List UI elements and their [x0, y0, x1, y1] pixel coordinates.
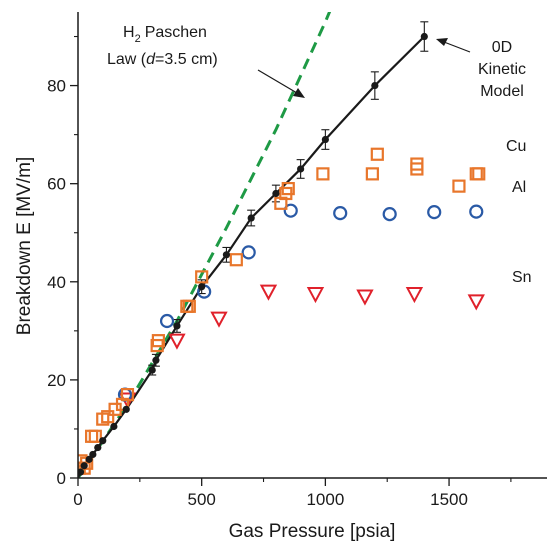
- al-label: Al: [512, 179, 526, 196]
- model-point: [78, 468, 85, 476]
- model-point: [321, 135, 329, 144]
- model-label-line1: 0D: [492, 39, 512, 56]
- model-point: [99, 437, 107, 445]
- sn-point: [467, 294, 485, 311]
- x-axis-title: Gas Pressure [psia]: [229, 521, 396, 542]
- al-point: [241, 245, 256, 260]
- model-point: [80, 462, 88, 470]
- sn-point: [356, 289, 374, 306]
- sn-point: [259, 284, 278, 301]
- model-point: [122, 405, 130, 413]
- paschen-label-line1: H2 Paschen: [123, 24, 207, 45]
- axes: 0 500 1000 1500 0 20 40 60 80: [47, 12, 547, 509]
- model-label-line3: Model: [480, 83, 524, 100]
- y-tick-label-60: 60: [47, 175, 66, 194]
- cu-point: [85, 429, 99, 443]
- model-point: [152, 356, 160, 364]
- model-point: [272, 189, 280, 198]
- cu-label: Cu: [506, 138, 526, 155]
- model-point: [173, 322, 181, 330]
- y-tick-label-80: 80: [47, 77, 66, 96]
- cu-point: [472, 167, 486, 181]
- cu-point: [365, 167, 379, 181]
- cu-point: [88, 429, 102, 443]
- cu-point: [316, 167, 330, 181]
- cu-point: [281, 181, 295, 196]
- paschen-label-line2: Law (d=3.5 cm): [107, 51, 218, 68]
- paschen-arrow: [257, 69, 305, 98]
- cu-point: [151, 334, 165, 348]
- model-point: [371, 81, 379, 90]
- sn-point: [210, 311, 228, 328]
- y-tick-label-0: 0: [57, 469, 66, 488]
- al-point: [333, 206, 348, 221]
- al-point: [427, 205, 442, 220]
- sn-point: [306, 287, 325, 304]
- x-tick-label-1000: 1000: [306, 490, 344, 509]
- model-point: [198, 283, 206, 291]
- sn-point: [405, 287, 424, 304]
- cu-point: [410, 157, 424, 171]
- cu-point: [195, 270, 209, 284]
- model-arrow: [436, 38, 471, 53]
- y-tick-label-40: 40: [47, 273, 66, 292]
- model-point: [148, 366, 156, 374]
- y-tick-label-20: 20: [47, 371, 66, 390]
- y-axis-title: Breakdown E [MV/m]: [14, 157, 35, 335]
- model-label-line2: Kinetic: [478, 61, 526, 78]
- al-point: [382, 206, 397, 222]
- model-point: [110, 422, 118, 431]
- cu-point: [101, 410, 115, 424]
- sn-point: [168, 333, 186, 350]
- model-point: [85, 455, 93, 463]
- x-tick-label-0: 0: [73, 490, 82, 509]
- cu-point: [370, 147, 384, 161]
- x-tick-label-500: 500: [187, 490, 215, 509]
- model-point: [247, 214, 255, 222]
- plot-clip-group: [78, 12, 486, 478]
- cu-point: [452, 179, 466, 193]
- cu-point: [229, 253, 243, 267]
- sn-label: Sn: [512, 269, 532, 286]
- paschen-label: H2 Paschen Law (d=3.5 cm): [107, 24, 218, 68]
- model-point: [222, 251, 231, 259]
- al-point: [283, 203, 298, 218]
- cu-point: [182, 299, 196, 313]
- x-tick-label-1500: 1500: [430, 490, 468, 509]
- al-point: [159, 313, 175, 329]
- paschen-law-line: [78, 12, 332, 478]
- model-point: [420, 32, 428, 41]
- al-point: [469, 204, 484, 219]
- model-point: [297, 165, 305, 173]
- model-point: [89, 450, 97, 459]
- model-point: [94, 443, 102, 452]
- cu-point: [120, 388, 135, 402]
- model-label: 0D Kinetic Model: [478, 39, 526, 100]
